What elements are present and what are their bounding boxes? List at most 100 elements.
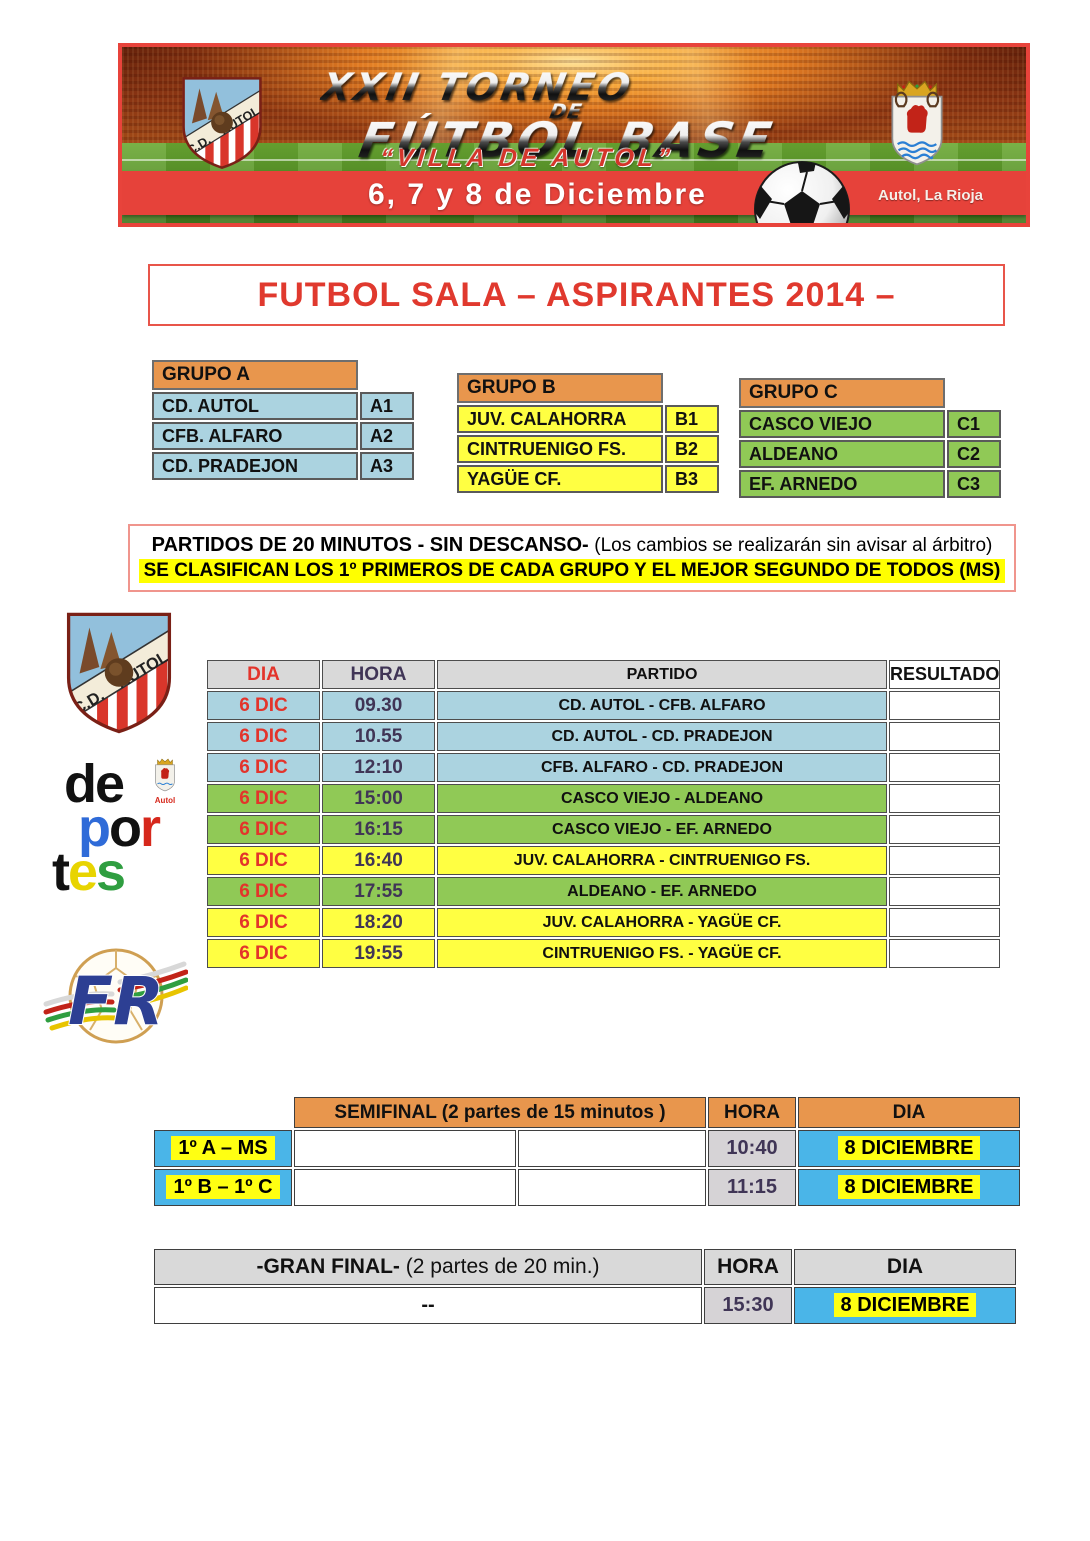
team-name: YAGÜE CF. <box>457 465 663 493</box>
team-name: EF. ARNEDO <box>739 470 945 498</box>
match-day: 6 DIC <box>207 753 320 782</box>
match-row: 6 DIC 18:20 JUV. CALAHORRA - YAGÜE CF. <box>207 908 1001 937</box>
final-match: -- <box>154 1287 702 1324</box>
semifinal-day: 8 DICIEMBRE <box>798 1169 1020 1206</box>
deportes-logo: Autol de por tes <box>52 754 182 902</box>
team-code: B3 <box>665 465 719 493</box>
semifinal-time: 11:15 <box>708 1169 796 1206</box>
match-row: 6 DIC 16:15 CASCO VIEJO - EF. ARNEDO <box>207 815 1001 844</box>
schedule-header-row: DIA HORA PARTIDO RESULTADO <box>207 660 1001 689</box>
table-row: CFB. ALFARO A2 <box>152 422 414 450</box>
match-result <box>889 939 1001 968</box>
match-teams: JUV. CALAHORRA - YAGÜE CF. <box>437 908 887 937</box>
final-header-row: -GRAN FINAL- (2 partes de 20 min.) HORA … <box>154 1249 1016 1285</box>
match-time: 15:00 <box>322 784 435 813</box>
final-day: 8 DICIEMBRE <box>794 1287 1016 1324</box>
team-name: ALDEANO <box>739 440 945 468</box>
match-time: 16:15 <box>322 815 435 844</box>
final-time: 15:30 <box>704 1287 792 1324</box>
deportes-line-1: de <box>64 754 125 814</box>
match-teams: CFB. ALFARO - CD. PRADEJON <box>437 753 887 782</box>
table-row: CD. AUTOL A1 <box>152 392 414 420</box>
semifinal-blank-cell <box>294 1169 516 1206</box>
match-result <box>889 908 1001 937</box>
semifinal-pairing: 1º A – MS <box>154 1130 292 1167</box>
col-header-partido: PARTIDO <box>437 660 887 689</box>
match-teams: CD. AUTOL - CFB. ALFARO <box>437 691 887 720</box>
match-row: 6 DIC 09.30 CD. AUTOL - CFB. ALFARO <box>207 691 1001 720</box>
match-teams: ALDEANO - EF. ARNEDO <box>437 877 887 906</box>
match-result <box>889 722 1001 751</box>
semifinal-dia-header: DIA <box>798 1097 1020 1128</box>
match-schedule-table: DIA HORA PARTIDO RESULTADO 6 DIC 09.30 C… <box>205 658 1002 970</box>
soccer-ball-icon <box>754 161 850 223</box>
team-name: JUV. CALAHORRA <box>457 405 663 433</box>
semifinal-blank-cell <box>518 1130 706 1167</box>
match-result <box>889 846 1001 875</box>
final-dia-header: DIA <box>794 1249 1016 1285</box>
col-header-dia: DIA <box>207 660 320 689</box>
team-name: CD. PRADEJON <box>152 452 358 480</box>
team-name: CASCO VIEJO <box>739 410 945 438</box>
semifinal-blank-cell <box>294 1130 516 1167</box>
match-time: 17:55 <box>322 877 435 906</box>
match-result <box>889 815 1001 844</box>
match-result <box>889 784 1001 813</box>
team-code: B1 <box>665 405 719 433</box>
group-a-table: GRUPO A CD. AUTOL A1 CFB. ALFARO A2 CD. … <box>150 358 416 482</box>
cd-autol-crest-icon: C.D. AUTOL <box>182 77 262 169</box>
rules-line-1-regular: (Los cambios se realizarán sin avisar al… <box>594 534 993 556</box>
match-day: 6 DIC <box>207 784 320 813</box>
team-code: C1 <box>947 410 1001 438</box>
match-teams: CASCO VIEJO - ALDEANO <box>437 784 887 813</box>
semifinal-blank-cell <box>518 1169 706 1206</box>
final-hora-header: HORA <box>704 1249 792 1285</box>
match-teams: CD. AUTOL - CD. PRADEJON <box>437 722 887 751</box>
match-day: 6 DIC <box>207 722 320 751</box>
page-title-box: FUTBOL SALA – ASPIRANTES 2014 – <box>148 264 1005 326</box>
autol-town-crest-icon <box>891 80 943 166</box>
match-time: 09.30 <box>322 691 435 720</box>
frf-federation-logo-icon: FR <box>43 948 188 1044</box>
deportes-line-2: por <box>78 798 161 858</box>
col-header-resultado: RESULTADO <box>889 660 1001 689</box>
table-row: YAGÜE CF. B3 <box>457 465 719 493</box>
deportes-crest-caption: Autol <box>154 796 176 805</box>
semifinal-title: SEMIFINAL (2 partes de 15 minutos ) <box>294 1097 706 1128</box>
final-row: -- 15:30 8 DICIEMBRE <box>154 1287 1016 1324</box>
group-c-table: GRUPO C CASCO VIEJO C1 ALDEANO C2 EF. AR… <box>737 376 1003 500</box>
rules-line-1-bold: PARTIDOS DE 20 MINUTOS - SIN DESCANSO- <box>151 533 595 556</box>
match-row: 6 DIC 10.55 CD. AUTOL - CD. PRADEJON <box>207 722 1001 751</box>
rules-notice-box: PARTIDOS DE 20 MINUTOS - SIN DESCANSO- (… <box>128 524 1016 592</box>
group-b-table: GRUPO B JUV. CALAHORRA B1 CINTRUENIGO FS… <box>455 371 721 495</box>
match-teams: JUV. CALAHORRA - CINTRUENIGO FS. <box>437 846 887 875</box>
match-result <box>889 691 1001 720</box>
group-a-header: GRUPO A <box>152 360 358 390</box>
match-day: 6 DIC <box>207 877 320 906</box>
rules-line-2-highlight: SE CLASIFICAN LOS 1º PRIMEROS DE CADA GR… <box>138 558 1006 583</box>
team-code: C3 <box>947 470 1001 498</box>
team-code: A2 <box>360 422 414 450</box>
team-code: B2 <box>665 435 719 463</box>
match-row: 6 DIC 15:00 CASCO VIEJO - ALDEANO <box>207 784 1001 813</box>
table-row: CINTRUENIGO FS. B2 <box>457 435 719 463</box>
match-time: 16:40 <box>322 846 435 875</box>
match-day: 6 DIC <box>207 691 320 720</box>
group-b-header: GRUPO B <box>457 373 663 403</box>
match-time: 18:20 <box>322 908 435 937</box>
table-row: EF. ARNEDO C3 <box>739 470 1001 498</box>
table-row: JUV. CALAHORRA B1 <box>457 405 719 433</box>
match-day: 6 DIC <box>207 939 320 968</box>
stadium-crowd-texture <box>122 47 1026 147</box>
col-header-hora: HORA <box>322 660 435 689</box>
banner-date-strip <box>122 171 1026 215</box>
deportes-autol-crest: Autol <box>148 758 182 805</box>
match-day: 6 DIC <box>207 846 320 875</box>
match-day: 6 DIC <box>207 815 320 844</box>
banner-location: Autol, La Rioja <box>878 187 983 204</box>
team-name: CD. AUTOL <box>152 392 358 420</box>
table-row: CD. PRADEJON A3 <box>152 452 414 480</box>
semifinal-time: 10:40 <box>708 1130 796 1167</box>
cd-autol-crest-icon: C.D. AUTOL <box>66 612 172 734</box>
